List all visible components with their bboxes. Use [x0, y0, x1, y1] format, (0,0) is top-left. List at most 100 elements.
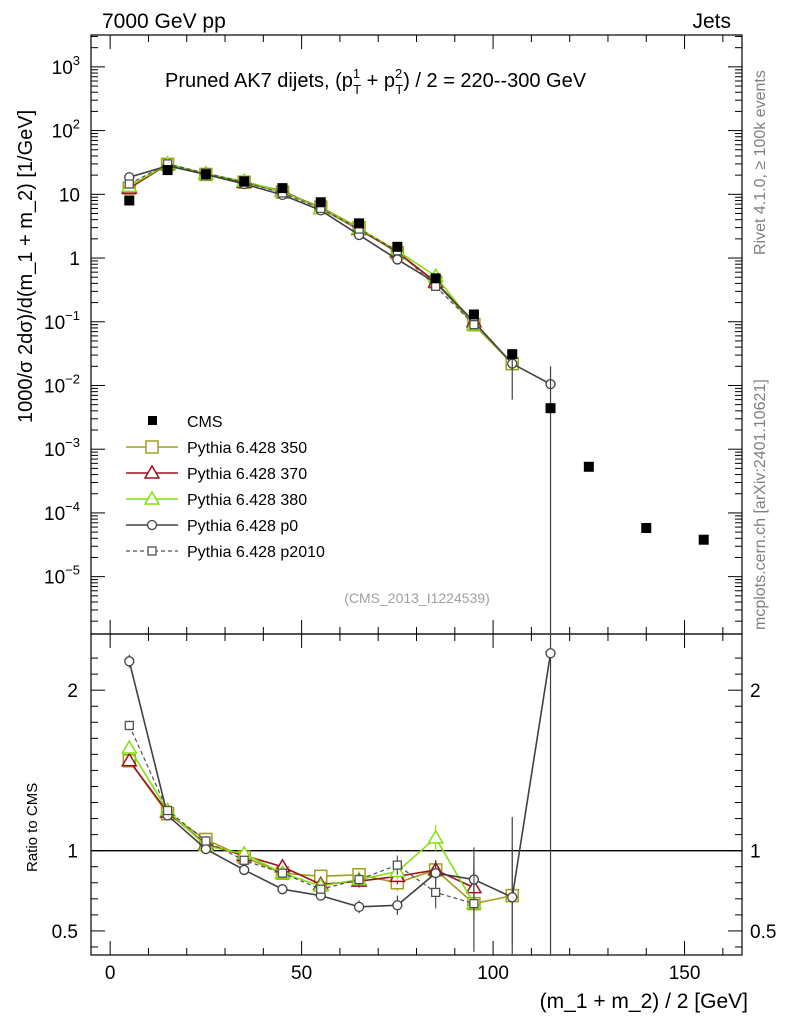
legend-label-p2010: Pythia 6.428 p2010: [187, 544, 325, 561]
ratio-y-axis-title: Ratio to CMS: [24, 783, 41, 872]
x-axis-title: (m_1 + m_2) / 2 [GeV]: [540, 990, 748, 1013]
y-tick-base: 1: [69, 249, 80, 270]
ratio-point-p0: [239, 864, 250, 876]
series-line-p0: [129, 164, 551, 385]
legend: CMS Pythia 6.428 350 Pythia 6.428 370 Py…: [126, 414, 325, 561]
ratio-y-tick-label-left: 2: [67, 681, 78, 702]
ratio-point-p0: [430, 867, 441, 879]
legend-marker-cms: [148, 416, 157, 425]
y-tick-base: 10: [44, 313, 65, 334]
y-tick-label: 10−4: [44, 499, 80, 525]
legend-entry-p2010: Pythia 6.428 p2010: [126, 544, 325, 561]
legend-entry-cms: CMS: [148, 414, 223, 431]
ratio-point-p2010: [201, 836, 211, 846]
legend-entry-380: Pythia 6.428 380: [126, 490, 307, 509]
y-tick-exponent: −4: [65, 499, 80, 514]
x-tick-label: 100: [477, 963, 509, 984]
y-tick-exponent: 3: [73, 53, 80, 68]
ratio-y-tick-label-left: 0.5: [52, 922, 78, 943]
x-tick-label: 150: [669, 963, 701, 984]
ratio-point-p0: [507, 892, 518, 903]
header-process-label: Jets: [692, 10, 731, 33]
ratio-point-p0: [392, 900, 403, 911]
ratio-point-p0: [545, 648, 556, 659]
y-tick-label: 1: [69, 249, 80, 270]
legend-label-p0: Pythia 6.428 p0: [187, 518, 298, 535]
cms-data-point: [507, 349, 518, 360]
cms-data-point: [698, 534, 709, 545]
legend-entry-p0: Pythia 6.428 p0: [126, 518, 298, 535]
legend-marker-370: [143, 464, 161, 479]
y-tick-base: 10: [44, 504, 65, 525]
y-tick-base: 10: [44, 568, 65, 589]
rivet-version-label: Rivet 4.1.0, ≥ 100k events: [752, 70, 769, 255]
ratio-point-p380: [427, 829, 444, 844]
y-tick-base: 10: [52, 58, 73, 79]
ratio-line-p370: [128, 760, 475, 889]
x-tick-label: 50: [291, 963, 312, 984]
legend-label-380: Pythia 6.428 380: [187, 492, 307, 509]
y-tick-exponent: −2: [65, 371, 80, 386]
cms-data-point: [239, 176, 250, 187]
title-sub1: T: [353, 82, 361, 97]
cms-data-point: [545, 403, 556, 414]
ratio-point-p0: [277, 884, 288, 895]
cms-data-points: [124, 165, 709, 545]
cms-data-point: [315, 197, 326, 208]
title-sup1: 1: [353, 66, 360, 81]
y-tick-exponent: −1: [65, 308, 80, 323]
y-tick-base: 10: [52, 122, 73, 143]
ratio-point-p2010: [239, 855, 249, 865]
ratio-y-tick-label-left: 1: [67, 842, 78, 863]
ratio-point-p380: [120, 739, 138, 754]
ratio-point-p2010: [162, 805, 173, 816]
series-point-p0: [392, 254, 403, 265]
legend-entry-370: Pythia 6.428 370: [126, 464, 307, 483]
y-tick-base: 10: [44, 376, 65, 397]
ratio-point-p2010: [469, 898, 479, 909]
legend-label-370: Pythia 6.428 370: [187, 466, 307, 483]
cms-data-point: [162, 165, 173, 176]
series-line-p370: [128, 163, 475, 323]
legend-label-350: Pythia 6.428 350: [187, 440, 307, 457]
axis-ticks: 0 50 100 15010310210110−110−210−310−410−50.…: [44, 35, 776, 984]
ratio-point-p2010: [430, 887, 441, 898]
y-tick-label: 10−2: [44, 371, 80, 397]
y-tick-label: 10−1: [44, 308, 80, 334]
series-line-p380: [128, 163, 475, 326]
y-tick-exponent: 2: [73, 117, 80, 132]
mcplots-label: mcplots.cern.ch [arXiv:2401.10621]: [752, 379, 769, 630]
ratio-point-p2010: [124, 720, 134, 731]
y-tick-label: 10: [59, 185, 80, 206]
cms-data-point: [641, 523, 652, 534]
ratio-line-p0: [128, 653, 552, 908]
title-suffix: ) / 2 = 220--300 GeV: [403, 70, 587, 92]
ratio-point-p0: [124, 656, 135, 667]
series-point-p2010: [430, 281, 441, 291]
ratio-point-p2010: [316, 884, 326, 894]
ratio-point-p370: [120, 752, 138, 767]
cms-data-point: [468, 309, 479, 320]
ratio-line-p2010: [128, 725, 475, 905]
legend-entry-350: Pythia 6.428 350: [126, 440, 307, 457]
legend-marker-p2010: [147, 546, 157, 556]
legend-marker-350: [145, 440, 159, 454]
ratio-point-p2010: [392, 860, 403, 870]
ratio-point-p0: [200, 843, 212, 855]
ratio-y-tick-label-right: 2: [750, 681, 761, 702]
y-tick-label: 102: [52, 117, 80, 143]
cms-data-point: [583, 461, 594, 472]
legend-marker-p0: [146, 519, 158, 531]
series-point-p2010: [124, 179, 134, 189]
series-line-p350: [128, 163, 513, 365]
series-line-p2010: [129, 163, 475, 326]
y-tick-label: 10−5: [44, 563, 80, 589]
ratio-series-group: [120, 634, 556, 955]
main-y-axis-title: 1000/σ 2dσ)/d(m_1 + m_2) [1/GeV]: [15, 110, 37, 423]
header-beam-label: 7000 GeV pp: [102, 10, 226, 33]
ratio-point-p0: [353, 901, 365, 912]
x-tick-label: 0: [105, 963, 116, 984]
chart-title: Pruned AK7 dijets, (p1 T + p2 T) / 2 = 220…: [165, 66, 587, 97]
title-mid: + p: [361, 70, 395, 92]
cms-data-point: [392, 241, 403, 252]
